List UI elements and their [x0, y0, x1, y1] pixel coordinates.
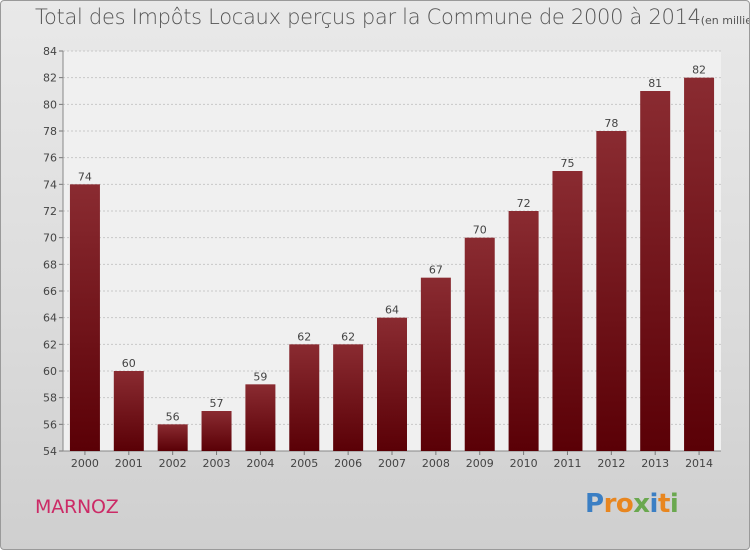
- logo-letter: i: [669, 489, 679, 519]
- bar: [420, 277, 451, 451]
- bar-value-label: 59: [253, 370, 267, 383]
- chart-title-text: Total des Impôts Locaux perçus par la Co…: [35, 5, 701, 29]
- x-tick-label: 2010: [510, 457, 538, 470]
- bar: [552, 171, 583, 451]
- y-tick-label: 76: [43, 152, 57, 165]
- x-tick-label: 2003: [203, 457, 231, 470]
- y-tick-label: 80: [43, 98, 57, 111]
- y-tick-label: 58: [43, 392, 57, 405]
- x-tick-label: 2005: [290, 457, 318, 470]
- bar-value-label: 74: [78, 170, 92, 183]
- x-tick-label: 2013: [641, 457, 669, 470]
- x-tick-label: 2014: [685, 457, 713, 470]
- x-tick-label: 2006: [334, 457, 362, 470]
- bar-value-label: 81: [648, 77, 662, 90]
- y-tick-label: 62: [43, 338, 57, 351]
- x-tick-label: 2007: [378, 457, 406, 470]
- bar-value-label: 70: [473, 224, 487, 237]
- y-tick-label: 60: [43, 365, 57, 378]
- bar: [464, 237, 495, 451]
- bar: [245, 384, 276, 451]
- logo-letter: o: [615, 489, 634, 519]
- bar: [113, 371, 144, 451]
- logo-letter: x: [633, 489, 650, 519]
- bar-value-label: 62: [341, 330, 355, 343]
- logo-letter: P: [585, 489, 604, 519]
- bar-value-label: 56: [166, 410, 180, 423]
- bar: [69, 184, 100, 452]
- y-tick-label: 66: [43, 285, 57, 298]
- bar: [508, 211, 539, 451]
- y-tick-label: 68: [43, 258, 57, 271]
- x-tick-label: 2004: [246, 457, 274, 470]
- bar: [289, 344, 320, 451]
- proxiti-logo: Proxiti: [585, 489, 679, 519]
- bar-value-label: 78: [604, 117, 618, 130]
- x-tick-label: 2011: [553, 457, 581, 470]
- x-tick-label: 2000: [71, 457, 99, 470]
- chart-title: Total des Impôts Locaux perçus par la Co…: [35, 5, 749, 29]
- y-tick-label: 78: [43, 125, 57, 138]
- y-tick-label: 70: [43, 232, 57, 245]
- bar: [684, 77, 715, 452]
- bar: [333, 344, 364, 451]
- bar-value-label: 75: [560, 157, 574, 170]
- y-tick-label: 82: [43, 72, 57, 85]
- x-tick-label: 2002: [159, 457, 187, 470]
- bar-value-label: 57: [210, 397, 224, 410]
- y-tick-label: 84: [43, 45, 57, 58]
- bar-value-label: 67: [429, 264, 443, 277]
- y-tick-label: 72: [43, 205, 57, 218]
- x-tick-label: 2012: [597, 457, 625, 470]
- bar-value-label: 82: [692, 64, 706, 77]
- bar-value-label: 62: [297, 330, 311, 343]
- y-tick-label: 54: [43, 445, 57, 458]
- logo-letter: r: [603, 489, 617, 519]
- bar: [377, 317, 407, 451]
- bar: [640, 91, 671, 451]
- logo-letter: t: [657, 489, 670, 519]
- bar: [201, 411, 232, 451]
- chart-unit-label: (en milliers d'€): [700, 14, 749, 27]
- x-tick-label: 2001: [115, 457, 143, 470]
- bar-value-label: 64: [385, 304, 399, 317]
- bar: [157, 424, 188, 451]
- logo-letter: i: [649, 489, 659, 519]
- x-tick-label: 2008: [422, 457, 450, 470]
- x-tick-label: 2009: [466, 457, 494, 470]
- bar-value-label: 60: [122, 357, 136, 370]
- bar: [596, 131, 627, 451]
- y-tick-label: 74: [43, 178, 57, 191]
- y-tick-label: 64: [43, 312, 57, 325]
- bar-value-label: 72: [517, 197, 531, 210]
- commune-name: MARNOZ: [35, 496, 119, 518]
- y-tick-label: 56: [43, 418, 57, 431]
